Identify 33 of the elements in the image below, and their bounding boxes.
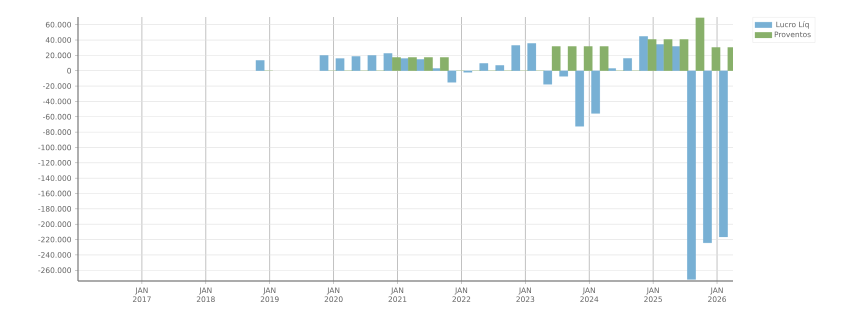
bar <box>680 39 688 71</box>
bar <box>495 65 504 71</box>
bar <box>543 70 552 84</box>
bar <box>584 46 592 71</box>
bar <box>719 70 728 238</box>
bar <box>552 46 561 71</box>
bar <box>479 63 488 71</box>
bar <box>384 53 392 71</box>
bar <box>336 58 344 71</box>
bar <box>320 55 328 71</box>
bar <box>447 70 456 82</box>
bar <box>440 57 449 71</box>
bar <box>703 70 712 244</box>
bar <box>568 46 577 71</box>
bar <box>368 55 376 71</box>
bar <box>639 36 648 71</box>
bar <box>664 39 672 71</box>
bar <box>648 39 656 71</box>
bar <box>623 58 632 71</box>
bar <box>527 43 536 71</box>
bar <box>687 70 696 280</box>
bar <box>511 45 520 71</box>
bar <box>600 46 608 71</box>
bar <box>559 70 568 76</box>
bar <box>696 18 704 71</box>
bar <box>256 60 264 71</box>
bar <box>424 57 433 71</box>
bar <box>392 57 401 71</box>
bar <box>591 70 600 114</box>
bar <box>408 57 417 71</box>
bar <box>575 70 584 127</box>
bar <box>352 56 360 71</box>
bar <box>712 47 720 71</box>
